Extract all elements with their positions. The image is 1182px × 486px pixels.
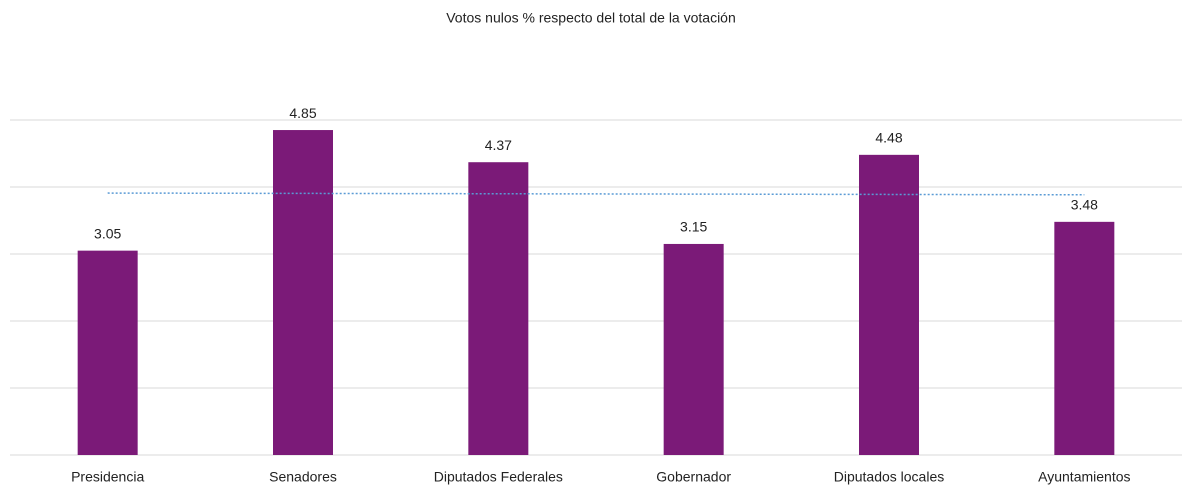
bar [1054,221,1115,455]
data-label: 3.48 [1071,197,1098,213]
data-label: 4.85 [289,105,316,121]
bar [77,250,138,455]
x-tick-label: Presidencia [71,469,144,485]
chart-title: Votos nulos % respecto del total de la v… [446,10,736,26]
x-tick-label: Senadores [269,469,337,485]
data-label: 3.15 [680,219,707,235]
x-tick-label: Gobernador [656,469,731,485]
bar [663,243,724,455]
trendline [107,192,1085,196]
data-label: 4.48 [875,130,902,146]
bar [859,154,919,455]
x-tick-label: Diputados Federales [434,469,563,485]
x-tick-label: Diputados locales [834,469,945,485]
data-label: 3.05 [94,225,121,241]
data-label: 4.37 [485,137,512,153]
bar [468,162,529,455]
x-tick-label: Ayuntamientos [1038,469,1130,485]
bar [273,130,333,456]
